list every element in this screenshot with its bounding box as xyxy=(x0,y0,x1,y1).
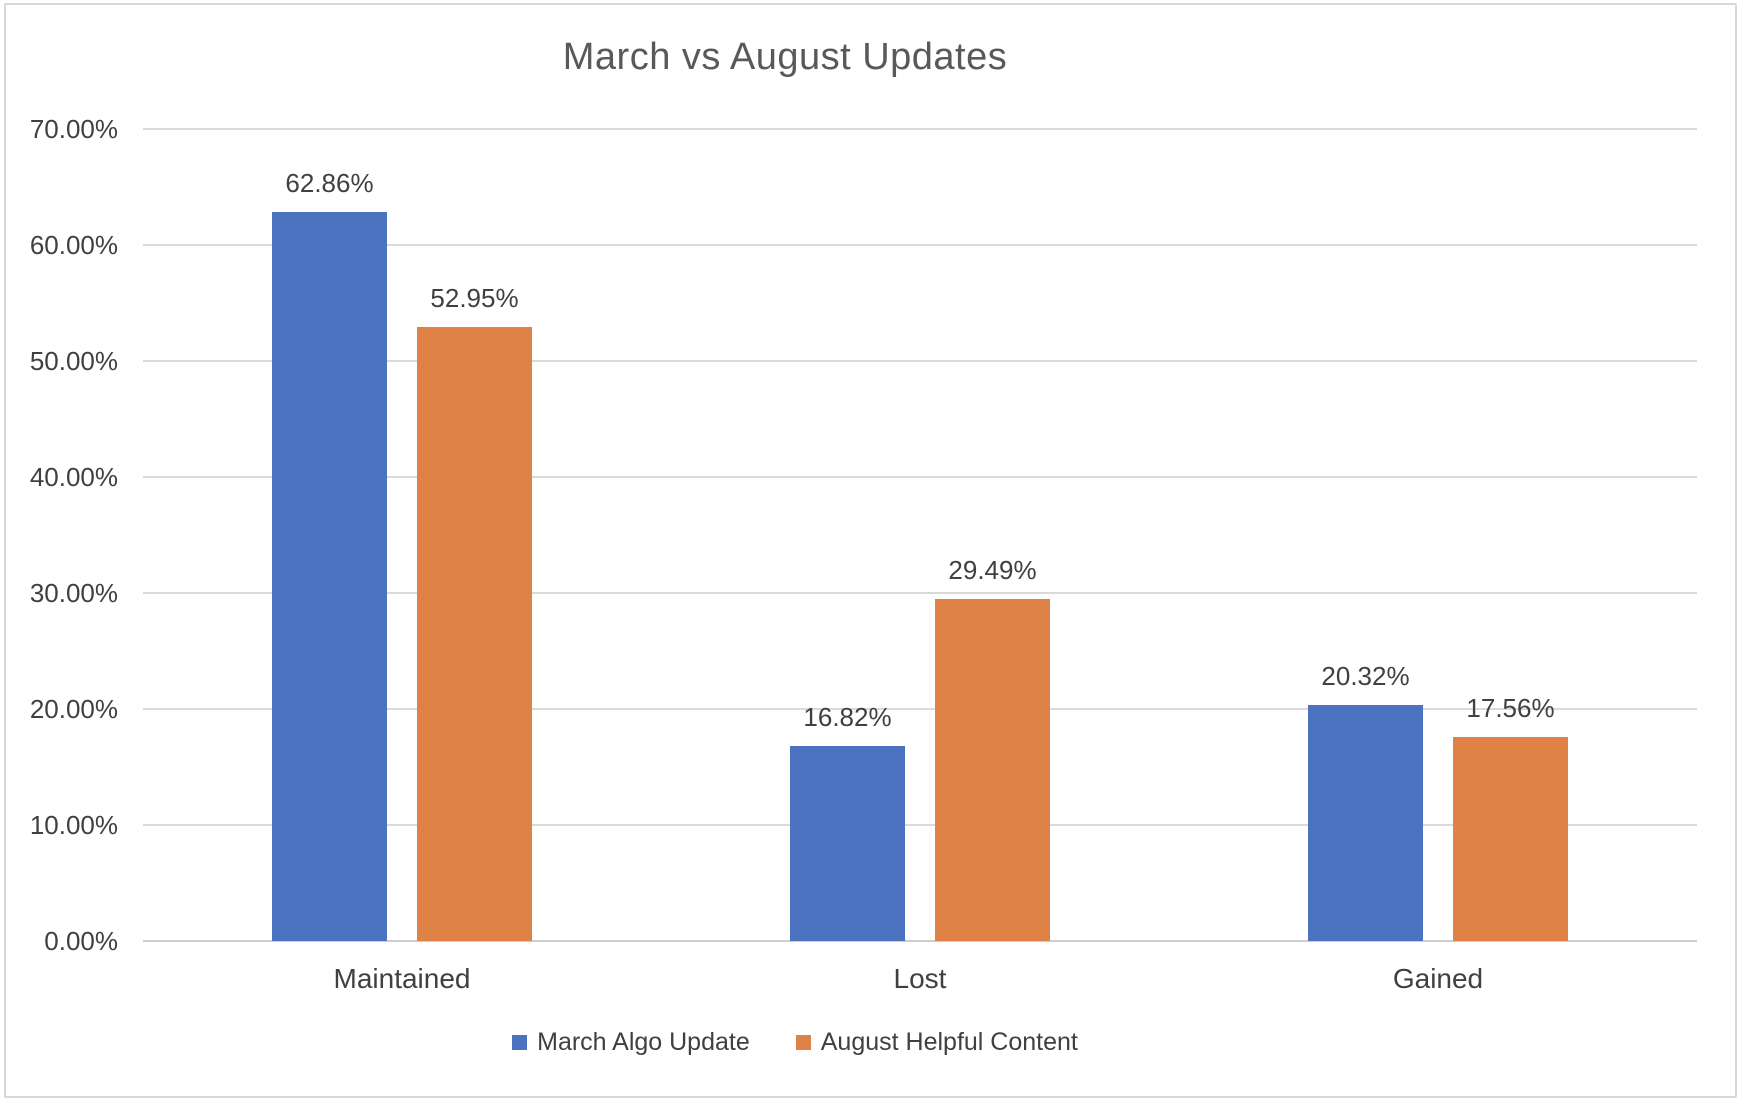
data-label: 16.82% xyxy=(803,701,892,732)
y-axis-tick-label: 10.00% xyxy=(29,810,118,840)
legend-swatch-icon xyxy=(795,1034,811,1050)
y-axis-tick-label: 40.00% xyxy=(29,462,118,492)
gridline xyxy=(143,244,1697,246)
y-axis-tick-label: 0.00% xyxy=(44,926,118,956)
legend-swatch-icon xyxy=(512,1034,528,1050)
category-label: Maintained xyxy=(333,963,471,994)
bar-series2 xyxy=(417,326,532,941)
category-label: Gained xyxy=(1392,963,1484,994)
legend: March Algo Update August Helpful Content xyxy=(0,1028,1590,1056)
gridline xyxy=(143,360,1697,362)
y-axis-tick-label: 30.00% xyxy=(29,578,118,608)
y-axis-tick-label: 60.00% xyxy=(29,230,118,260)
bar-series1 xyxy=(1308,705,1423,941)
bar-series2 xyxy=(935,598,1050,941)
data-label: 62.86% xyxy=(285,167,374,198)
legend-item-1: March Algo Update xyxy=(512,1028,750,1056)
legend-label: March Algo Update xyxy=(537,1028,750,1056)
gridline xyxy=(143,592,1697,594)
data-label: 20.32% xyxy=(1321,661,1410,692)
y-axis-tick-label: 50.00% xyxy=(29,346,118,376)
chart-title: March vs August Updates xyxy=(562,36,1008,78)
gridline xyxy=(143,708,1697,710)
gridline xyxy=(143,476,1697,478)
bar-series2 xyxy=(1453,737,1568,941)
data-label: 17.56% xyxy=(1466,693,1555,724)
y-axis-tick-label: 70.00% xyxy=(29,114,118,144)
gridline xyxy=(143,824,1697,826)
bar-series1 xyxy=(272,211,387,941)
bar-series1 xyxy=(790,745,905,941)
gridline xyxy=(143,128,1697,130)
data-label: 52.95% xyxy=(430,282,519,313)
x-axis-line xyxy=(143,940,1697,942)
legend-item-2: August Helpful Content xyxy=(795,1028,1078,1056)
legend-label: August Helpful Content xyxy=(820,1028,1078,1056)
category-label: Lost xyxy=(893,963,947,994)
y-axis-tick-label: 20.00% xyxy=(29,694,118,724)
data-label: 29.49% xyxy=(948,554,1037,585)
